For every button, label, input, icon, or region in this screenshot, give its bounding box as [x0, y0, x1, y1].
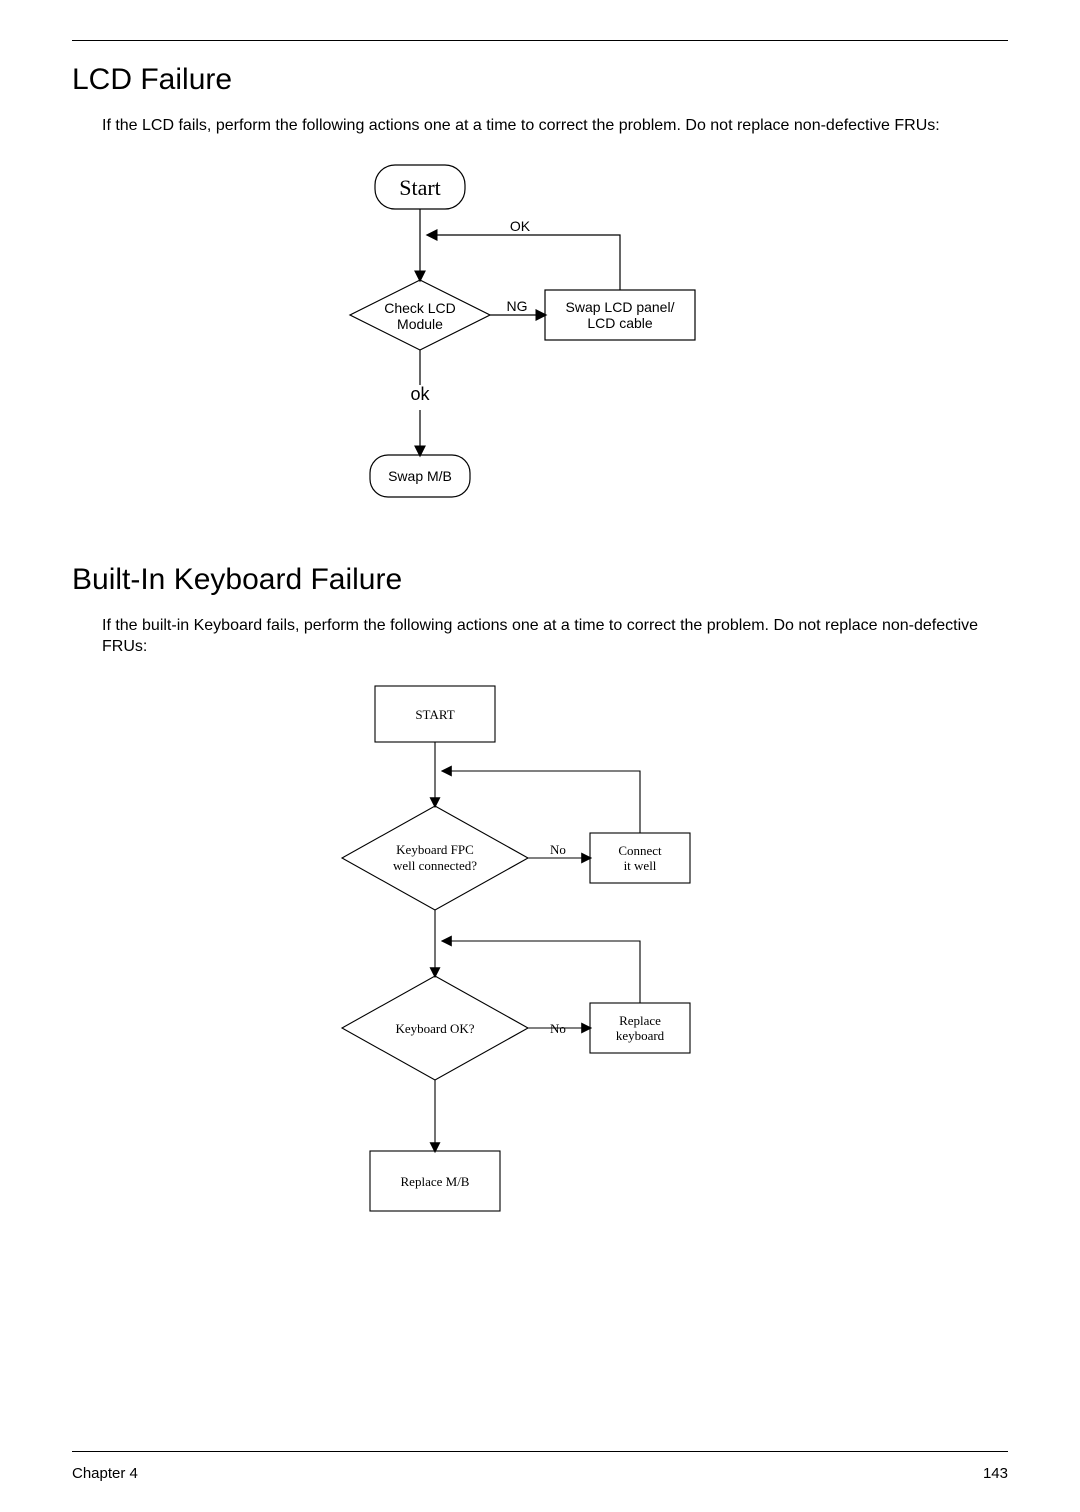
edge-replace-feedback: [443, 941, 640, 1003]
action-label-1: Swap LCD panel/: [566, 299, 675, 315]
terminal-label: Swap M/B: [388, 468, 452, 484]
no-label-2: No: [550, 1021, 566, 1036]
section-body-keyboard: If the built-in Keyboard fails, perform …: [102, 615, 1008, 658]
start-label: Start: [399, 175, 441, 200]
bottom-rule: [72, 1451, 1008, 1452]
page: LCD Failure If the LCD fails, perform th…: [0, 0, 1080, 1512]
dec1-label-2: well connected?: [393, 858, 477, 873]
decision-label-2: Module: [397, 316, 443, 332]
ng-label: NG: [507, 298, 528, 314]
no-label-1: No: [550, 842, 566, 857]
decision-label-1: Check LCD: [384, 300, 456, 316]
top-rule: [72, 40, 1008, 41]
act1-label-2: it well: [624, 858, 657, 873]
section-body-lcd: If the LCD fails, perform the following …: [102, 115, 1008, 137]
act2-label-2: keyboard: [616, 1028, 665, 1043]
footer-chapter: Chapter 4: [72, 1465, 138, 1482]
action-label-2: LCD cable: [587, 315, 653, 331]
edge-connect-feedback: [443, 771, 640, 833]
terminal-label-2: Replace M/B: [401, 1174, 470, 1189]
act2-label-1: Replace: [619, 1013, 661, 1028]
dec1-label-1: Keyboard FPC: [396, 842, 474, 857]
section-heading-keyboard: Built-In Keyboard Failure: [72, 563, 1008, 597]
start-label-2: START: [415, 707, 454, 722]
section-heading-lcd: LCD Failure: [72, 63, 1008, 97]
ok-mid-label: ok: [410, 384, 430, 404]
edge-ok-feedback: [428, 235, 620, 290]
act1-label-1: Connect: [618, 843, 662, 858]
ok-top-label: OK: [510, 218, 531, 234]
footer: Chapter 4 143: [72, 1465, 1008, 1482]
flowchart-keyboard: START Keyboard FPC well connected? No Co…: [290, 676, 790, 1266]
dec2-label: Keyboard OK?: [395, 1021, 474, 1036]
footer-page: 143: [983, 1465, 1008, 1482]
flowchart-lcd: Start Check LCD Module NG OK Swap LCD pa…: [280, 155, 800, 545]
